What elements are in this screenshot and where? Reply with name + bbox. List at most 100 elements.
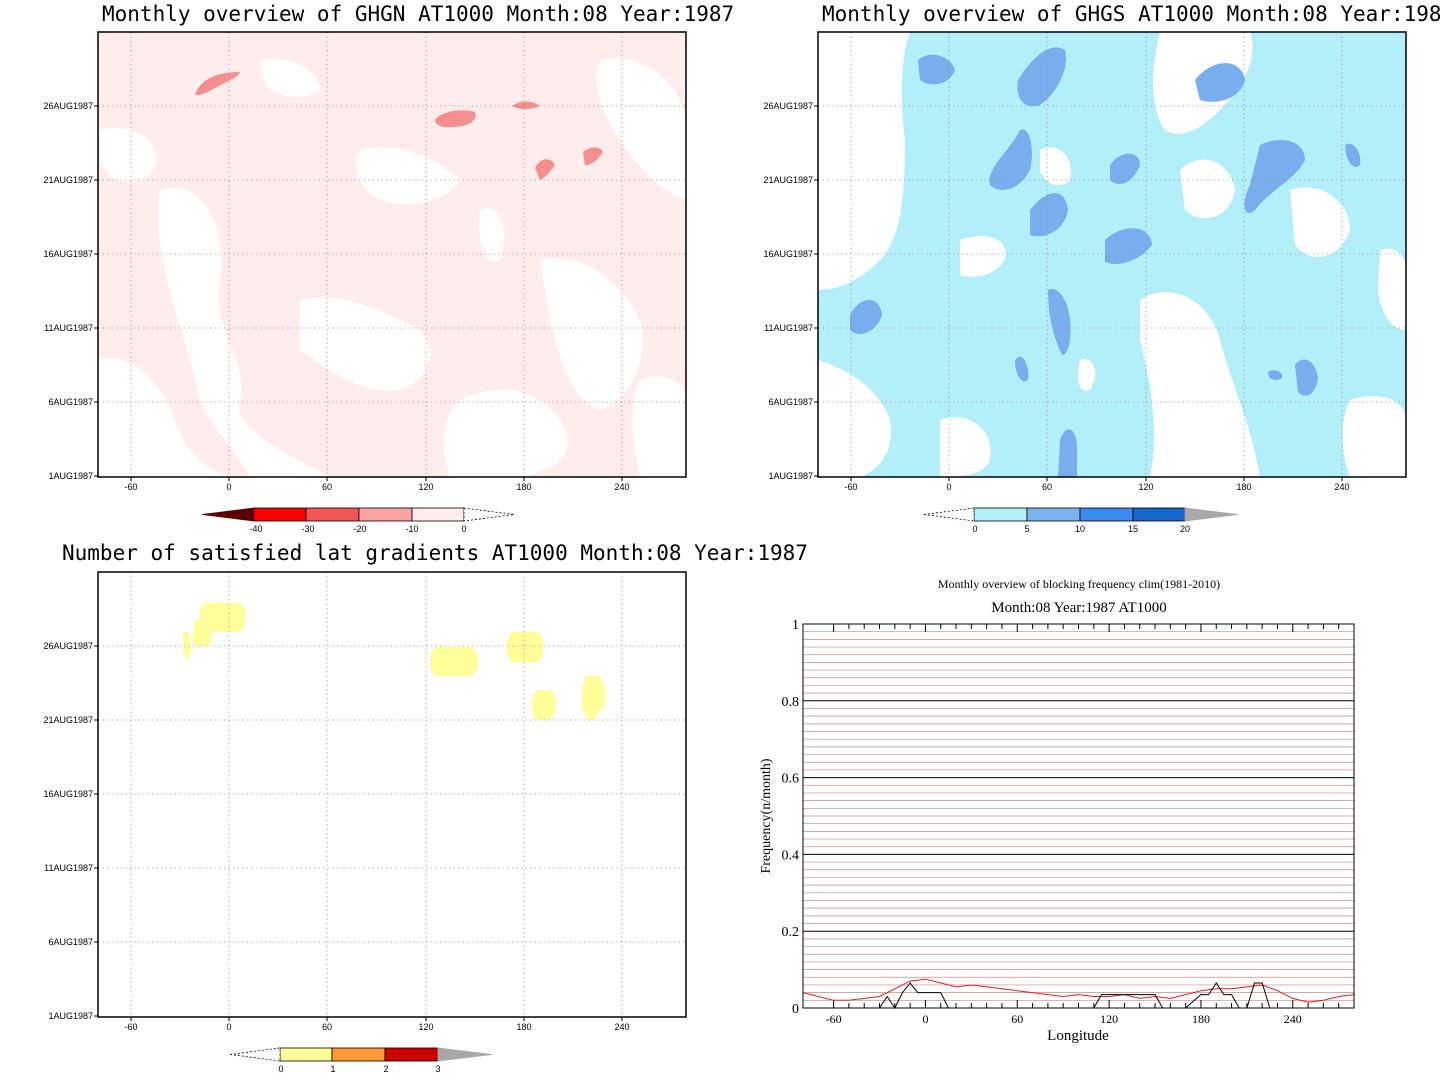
blocking-x-tick-label: 0 xyxy=(922,1012,928,1026)
ghgn-x-tick-label: -60 xyxy=(124,482,137,492)
ghgn-x-tick-label: 180 xyxy=(516,482,531,492)
ghgn-x-tick-label: 240 xyxy=(614,482,629,492)
blocking-x-ticks xyxy=(833,624,1340,1008)
latgrad-spot xyxy=(507,632,543,662)
ghgs-spot xyxy=(1110,153,1140,185)
ghgs-colorbar-extend-right xyxy=(1184,507,1239,522)
blocking-x-tick-label: 120 xyxy=(1100,1012,1118,1026)
latgrad-x-tick-label: 0 xyxy=(226,1022,231,1032)
ghgs-colorbar: 0 5 10 15 20 xyxy=(923,507,1239,534)
blocking-y-tick-label: 0.6 xyxy=(782,772,800,787)
ghgn-colorbar-label: -20 xyxy=(353,524,366,534)
blocking-horizontal-grid xyxy=(803,631,1354,1001)
blocking-x-tick-label: 180 xyxy=(1192,1012,1210,1026)
ghgn-plot: -60 0 60 120 180 240 26AUG1987 21AUG1987 16AUG19… xyxy=(43,31,687,534)
blocking-y-tick-label: 0.2 xyxy=(782,925,800,940)
ghgn-grid xyxy=(98,32,686,477)
blocking-frequency-chart: Monthly overview of blocking frequency c… xyxy=(759,577,1355,1044)
ghgn-y-tick-label: 16AUG1987 xyxy=(43,249,93,259)
latgrad-spot xyxy=(192,620,212,646)
ghgs-spot xyxy=(1105,228,1152,265)
latgrad-spot xyxy=(532,690,556,720)
ghgs-spot xyxy=(918,54,955,85)
ghgn-y-tick-label: 21AUG1987 xyxy=(43,175,93,185)
ghgs-y-tick-label: 21AUG1987 xyxy=(763,175,813,185)
ghgs-white-area xyxy=(960,236,1006,277)
ghgs-colorbar-segment xyxy=(1079,507,1134,522)
latgrad-grid xyxy=(98,572,686,1017)
latgrad-spot xyxy=(183,632,191,662)
latgrad-y-tick-label: 6AUG1987 xyxy=(48,937,93,947)
latgrad-colorbar-label: 1 xyxy=(330,1064,335,1074)
blocking-x-tick-label: 60 xyxy=(1011,1012,1023,1026)
ghgs-white-area xyxy=(1040,147,1071,186)
ghgs-y-tick-label: 16AUG1987 xyxy=(763,249,813,259)
ghgn-colorbar-segment xyxy=(305,507,360,522)
ghgs-title: Monthly overview of GHGS AT1000 Month:08… xyxy=(822,2,1440,26)
blocking-y-tick-label: 0.8 xyxy=(782,695,800,710)
ghgs-colorbar-extend-left xyxy=(923,507,975,522)
latgrad-tick-labels: -60 0 60 120 180 240 26AUG1987 21AUG1987 16AUG19… xyxy=(43,641,629,1032)
latgrad-colorbar-label: 0 xyxy=(278,1064,283,1074)
blocking-x-axis-label: Longitude xyxy=(1047,1028,1109,1044)
ghgs-y-tick-label: 11AUG1987 xyxy=(764,323,813,333)
ghgs-colorbar-label: 10 xyxy=(1075,524,1085,534)
ghgn-colorbar-segment xyxy=(253,507,307,522)
ghgn-colorbar-label: 0 xyxy=(461,524,466,534)
latgrad-spot xyxy=(200,603,245,632)
blocking-x-tick-label: 240 xyxy=(1284,1012,1302,1026)
ghgs-white-area xyxy=(1342,396,1406,477)
ghgn-colorbar-segment xyxy=(411,507,465,522)
ghgs-colorbar-segment xyxy=(1132,507,1186,522)
latgrad-plot: -60 0 60 120 180 24026AUG198721AUG198716AUG19… xyxy=(43,571,687,1074)
ghgs-spot xyxy=(1268,370,1283,380)
ghgs-colorbar-label: 0 xyxy=(972,524,977,534)
latgrad-x-tick-label: 120 xyxy=(418,1022,433,1032)
ghgs-spot xyxy=(1058,429,1077,477)
ghgn-y-tick-label: 1AUG1987 xyxy=(48,471,93,481)
ghgs-white-area xyxy=(1378,248,1406,330)
ghgs-white-area xyxy=(1078,359,1096,391)
ghgs-spot xyxy=(1345,143,1361,167)
ghgn-x-tick-label: 0 xyxy=(226,482,231,492)
ghgn-y-tick-label: 26AUG1987 xyxy=(43,101,93,111)
latgrad-x-tick-label: 180 xyxy=(516,1022,531,1032)
ghgs-spot xyxy=(850,300,882,335)
latgrad-colorbar-segment xyxy=(279,1047,333,1062)
ghgn-white-areas xyxy=(98,58,686,477)
latgrad-colorbar-segment xyxy=(331,1047,386,1062)
ghgs-colorbar-label: 15 xyxy=(1128,524,1138,534)
latgrad-title: Number of satisfied lat gradients AT1000… xyxy=(62,541,808,565)
ghgn-white-area xyxy=(300,297,431,391)
ghgn-colorbar-segment xyxy=(358,507,413,522)
ghgn-colorbar-extend-left xyxy=(201,507,255,522)
latgrad-x-tick-label: 240 xyxy=(614,1022,629,1032)
ghgs-x-tick-label: -60 xyxy=(844,482,857,492)
latgrad-colorbar: 0 1 2 3 xyxy=(229,1047,493,1074)
ghgn-title: Monthly overview of GHGN AT1000 Month:08… xyxy=(102,2,735,26)
ghgs-colorbar-segment xyxy=(973,507,1028,522)
ghgn-colorbar: -40 -30 -20 -10 0 xyxy=(201,507,515,534)
ghgn-y-tick-label: 11AUG1987 xyxy=(44,323,93,333)
ghgn-spot xyxy=(512,101,540,109)
latgrad-y-tick-label: 21AUG1987 xyxy=(43,715,93,725)
ghgs-white-area xyxy=(818,360,891,477)
ghgs-white-area xyxy=(818,32,910,290)
ghgs-white-area xyxy=(1180,159,1235,219)
latgrad-colorbar-segment xyxy=(384,1047,439,1062)
blocking-series-line-0 xyxy=(802,978,1355,1003)
latgrad-colorbar-label: 2 xyxy=(383,1064,388,1074)
blocking-y-tick-labels: 0 0.2 0.4 0.6 0.8 1 xyxy=(782,618,800,1017)
ghgn-white-area xyxy=(479,208,504,263)
latgrad-spot xyxy=(430,647,478,676)
latgrad-colorbar-extend-left xyxy=(229,1047,281,1062)
ghgn-colorbar-label: -10 xyxy=(405,524,418,534)
ghgs-x-tick-label: 120 xyxy=(1138,482,1153,492)
blocking-chart-title: Monthly overview of blocking frequency c… xyxy=(938,577,1220,591)
blocking-y-tick-label: 0 xyxy=(792,1002,799,1017)
ghgs-spot xyxy=(1048,289,1071,355)
blocking-y-tick-label: 1 xyxy=(792,618,799,633)
ghgs-y-tick-label: 26AUG1987 xyxy=(763,101,813,111)
ghgs-x-tick-label: 180 xyxy=(1236,482,1251,492)
